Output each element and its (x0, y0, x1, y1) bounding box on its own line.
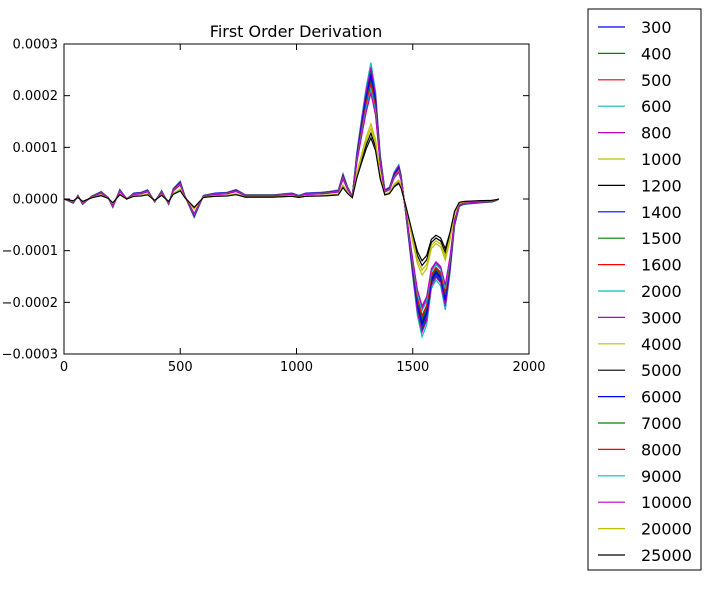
legend-label-4000: 4000 (641, 335, 682, 354)
legend-label-1000: 1000 (641, 150, 682, 169)
legend-frame (587, 8, 702, 571)
series-line-600 (63, 62, 500, 339)
y-tick-label: 0.0001 (13, 141, 59, 156)
series-line-20000 (63, 126, 499, 272)
chart-title: First Order Derivation (210, 22, 382, 41)
y-tick-label: 0.0003 (13, 38, 59, 53)
series-line-4000 (63, 121, 499, 277)
legend: 300 400 500 600 800 1000 1200 1400 1500 1600 2000 3… (587, 8, 702, 571)
legend-label-10000: 10000 (641, 493, 692, 512)
legend-label-400: 400 (641, 44, 672, 63)
y-tick-label: −0.0001 (2, 244, 58, 259)
x-tick-label: 1500 (396, 360, 429, 375)
legend-label-25000: 25000 (641, 546, 692, 565)
y-tick-label: −0.0003 (2, 348, 58, 363)
legend-label-3000: 3000 (641, 308, 682, 327)
legend-label-6000: 6000 (641, 388, 682, 407)
axis-layer: 0 500 1000 1500 2000 −0.0003 −0.0002 −0.0001 0.0… (2, 38, 546, 376)
y-tick-label: −0.0002 (2, 296, 58, 311)
legend-label-2000: 2000 (641, 282, 682, 301)
plot-frame (63, 43, 530, 355)
series-line-300 (63, 69, 500, 332)
legend-label-20000: 20000 (641, 520, 692, 539)
series-line-400 (63, 71, 500, 330)
series-line-25000 (63, 136, 499, 262)
legend-label-1600: 1600 (641, 256, 682, 275)
legend-label-5000: 5000 (641, 361, 682, 380)
legend-label-8000: 8000 (641, 440, 682, 459)
series-layer (63, 62, 500, 339)
legend-label-1400: 1400 (641, 203, 682, 222)
legend-label-600: 600 (641, 97, 672, 116)
legend-label-800: 800 (641, 124, 672, 143)
legend-label-7000: 7000 (641, 414, 682, 433)
legend-label-9000: 9000 (641, 467, 682, 486)
legend-label-1500: 1500 (641, 229, 682, 248)
legend-label-1200: 1200 (641, 176, 682, 195)
legend-label-300: 300 (641, 18, 672, 37)
x-tick-label: 500 (168, 360, 193, 375)
x-tick-label: 0 (60, 360, 68, 375)
legend-label-500: 500 (641, 71, 672, 90)
series-line-1400 (63, 74, 500, 327)
series-line-10000 (63, 93, 500, 308)
x-tick-label: 2000 (512, 360, 545, 375)
x-tick-label: 1000 (280, 360, 313, 375)
y-tick-label: 0.0000 (13, 193, 59, 208)
series-line-800 (63, 67, 500, 335)
y-tick-label: 0.0002 (13, 89, 59, 104)
series-line-500 (63, 74, 500, 327)
